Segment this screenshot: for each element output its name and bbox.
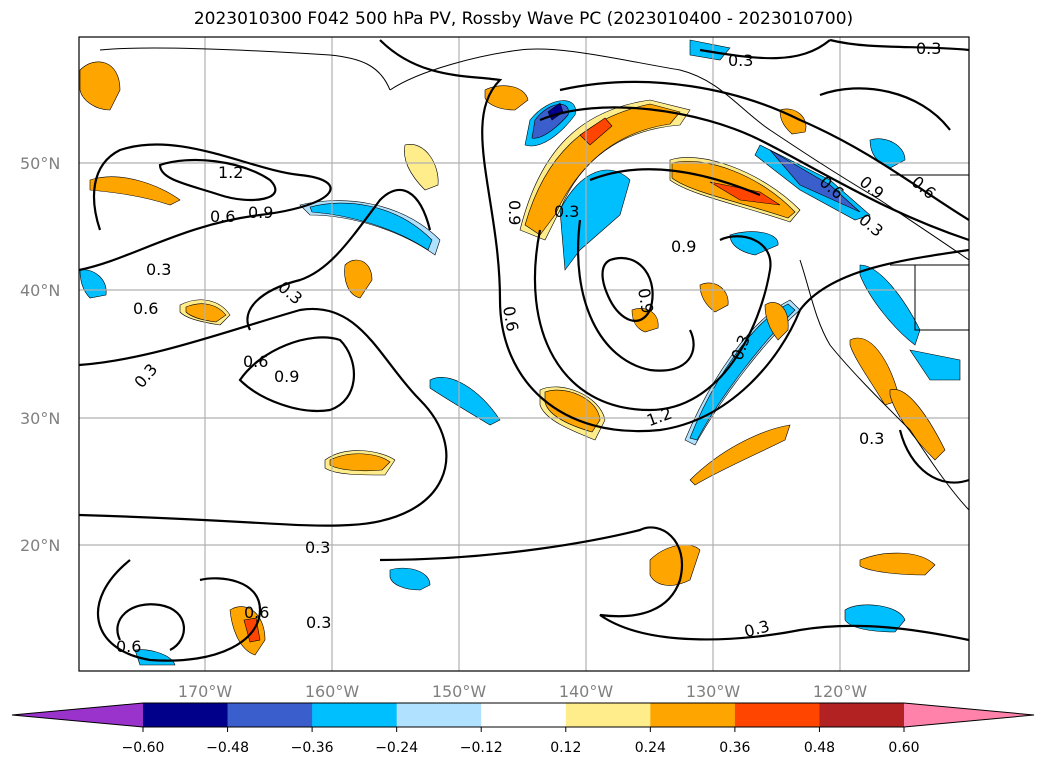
lat-tick-labels: 50°N 40°N 30°N 20°N (20, 154, 60, 555)
contour-label: 0.9 (505, 200, 524, 225)
contour-label: 0.3 (146, 260, 171, 279)
colorbar-tick-label: 0.12 (550, 740, 581, 756)
contour-label: 0.9 (274, 367, 299, 386)
lon-label: 160°W (305, 682, 360, 701)
contour-label: 0.9 (248, 203, 273, 222)
colorbar-tick-label: 0.48 (804, 740, 835, 756)
colorbar-segment (396, 703, 482, 727)
lon-label: 140°W (559, 682, 614, 701)
contour-label: 0.6 (133, 299, 158, 318)
pv-anomaly-fills (79, 39, 961, 666)
chart-title: 2023010300 F042 500 hPa PV, Rossby Wave … (193, 9, 854, 29)
contour-label: 0.6 (210, 207, 235, 226)
lat-label: 40°N (20, 281, 60, 300)
colorbar: −0.60 −0.48 −0.36 −0.24 −0.12 0.12 0.24 0.36 0.4… (11, 702, 1035, 756)
contour-label: 1.2 (218, 163, 243, 182)
colorbar-segment (143, 703, 229, 727)
lat-label: 20°N (20, 536, 60, 555)
lat-label: 30°N (20, 409, 60, 428)
colorbar-segment (312, 703, 398, 727)
colorbar-tick-label: 0.36 (719, 740, 750, 756)
contour-label: 0.3 (859, 429, 884, 448)
colorbar-extend-max (904, 703, 1034, 727)
contour-label: 0.3 (306, 613, 331, 632)
contour-label: 0.3 (554, 202, 579, 221)
contour-label: 0.9 (634, 287, 657, 315)
colorbar-tick-label: −0.12 (460, 740, 503, 756)
colorbar-tick-label: 0.24 (635, 740, 666, 756)
contour-label: 0.3 (728, 51, 753, 70)
coastlines (99, 47, 969, 511)
map-frame (78, 36, 970, 672)
contour-label: 0.6 (499, 305, 522, 333)
lon-label: 150°W (432, 682, 487, 701)
map-area (79, 37, 969, 671)
colorbar-segment (650, 703, 736, 727)
lon-label: 130°W (686, 682, 741, 701)
lon-label: 120°W (813, 682, 868, 701)
contour-label: 0.9 (671, 237, 696, 256)
colorbar-segment (565, 703, 651, 727)
colorbar-segment (819, 703, 905, 727)
lon-label: 170°W (178, 682, 233, 701)
lat-label: 50°N (20, 154, 60, 173)
colorbar-tick-label: −0.60 (122, 740, 165, 756)
contour-label: 0.6 (243, 352, 268, 371)
contour-label: 0.6 (244, 603, 269, 622)
contour-label: 0.3 (916, 39, 941, 58)
colorbar-segment (227, 703, 313, 727)
colorbar-segment (734, 703, 820, 727)
contour-label: 0.3 (305, 538, 330, 557)
contour-label: 0.6 (116, 637, 141, 656)
pv-contours (79, 38, 969, 662)
colorbar-tick-label: 0.60 (888, 740, 919, 756)
colorbar-extend-min (12, 703, 143, 727)
colorbar-segment (481, 703, 567, 727)
lon-tick-labels: 170°W 160°W 150°W 140°W 130°W 120°W (178, 682, 868, 701)
colorbar-tick-label: −0.36 (291, 740, 334, 756)
colorbar-tick-label: −0.24 (375, 740, 418, 756)
colorbar-tick-label: −0.48 (206, 740, 249, 756)
